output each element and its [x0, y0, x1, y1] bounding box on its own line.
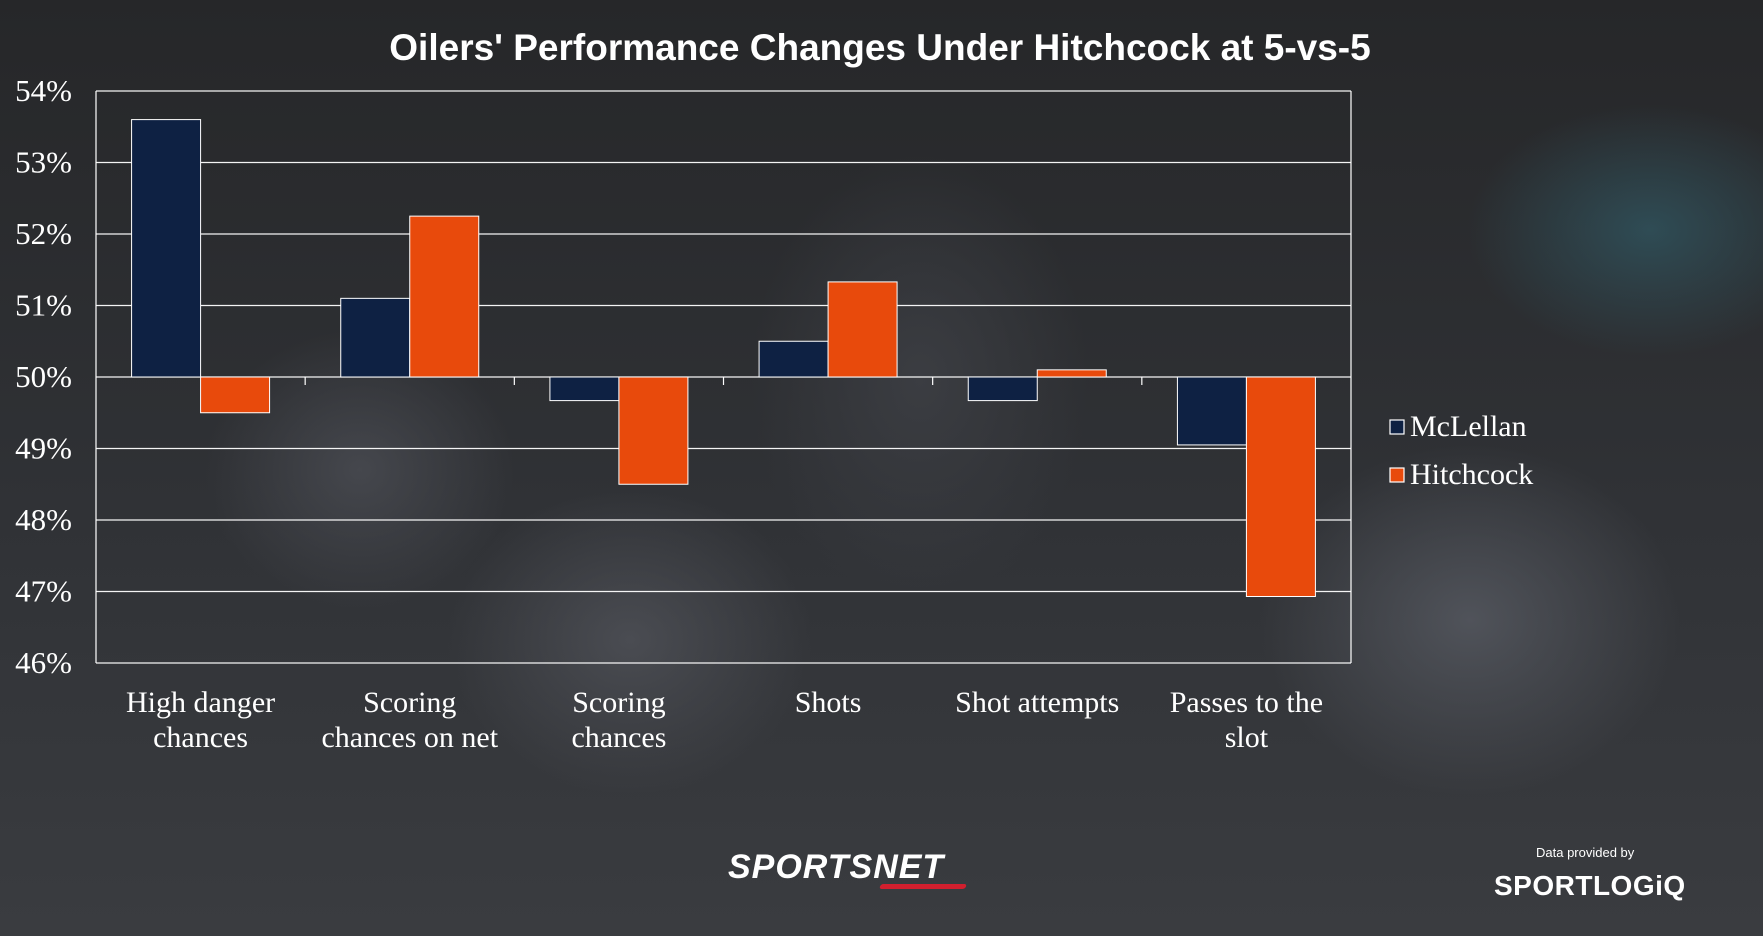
x-tick-label: Scoring	[572, 686, 665, 719]
legend-label-mclellan: McLellan	[1410, 410, 1527, 443]
x-tick-label: Passes to the	[1170, 686, 1323, 719]
y-tick-label: 50%	[15, 359, 72, 394]
legend-label-hitchcock: Hitchcock	[1410, 458, 1533, 491]
bars	[131, 119, 1316, 598]
bar-hitchcock	[1245, 376, 1316, 598]
x-tick-label: High danger	[126, 686, 275, 719]
x-tick-label: Shot attempts	[955, 686, 1119, 719]
x-tick-label: Shots	[795, 686, 862, 719]
bar-mclellan	[1176, 376, 1247, 446]
bar-mclellan	[340, 297, 411, 378]
sportlogiq-logo: SPORTLOGiQ	[1494, 870, 1686, 901]
bar-mclellan	[549, 376, 620, 402]
x-tick-label: chances	[153, 721, 248, 754]
sportsnet-swoosh-icon	[879, 884, 967, 889]
y-tick-label: 53%	[15, 145, 72, 180]
bar-mclellan	[131, 119, 202, 378]
x-tick-label: slot	[1225, 721, 1269, 754]
bar-hitchcock	[827, 281, 898, 378]
gridlines	[95, 90, 1352, 664]
y-tick-labels: 46% 47% 48% 49% 50% 51% 52% 53% 54%	[15, 73, 72, 680]
y-tick-label: 46%	[15, 645, 72, 680]
bar-hitchcock	[200, 376, 271, 414]
legend-swatch-hitchcock	[1389, 467, 1405, 483]
bar-hitchcock	[409, 215, 480, 378]
legend-swatch-mclellan	[1389, 419, 1405, 435]
bar-hitchcock	[1036, 369, 1107, 378]
y-tick-label: 49%	[15, 431, 72, 466]
bar-hitchcock	[618, 376, 689, 485]
y-tick-label: 47%	[15, 574, 72, 609]
y-tick-label: 48%	[15, 502, 72, 537]
x-tick-label: chances	[571, 721, 666, 754]
bar-mclellan	[758, 340, 829, 378]
sportsnet-logo: SPORTSNET	[728, 848, 945, 886]
x-tick-label: Scoring	[363, 686, 456, 719]
bar-mclellan	[967, 376, 1038, 402]
legend: McLellan Hitchcock	[1389, 410, 1533, 491]
y-tick-label: 52%	[15, 216, 72, 251]
x-tick-label: chances on net	[321, 721, 498, 754]
chart-title: Oilers' Performance Changes Under Hitchc…	[389, 27, 1370, 68]
y-tick-label: 51%	[15, 288, 72, 323]
y-tick-label: 54%	[15, 73, 72, 108]
data-provided-by-label: Data provided by	[1536, 845, 1635, 860]
